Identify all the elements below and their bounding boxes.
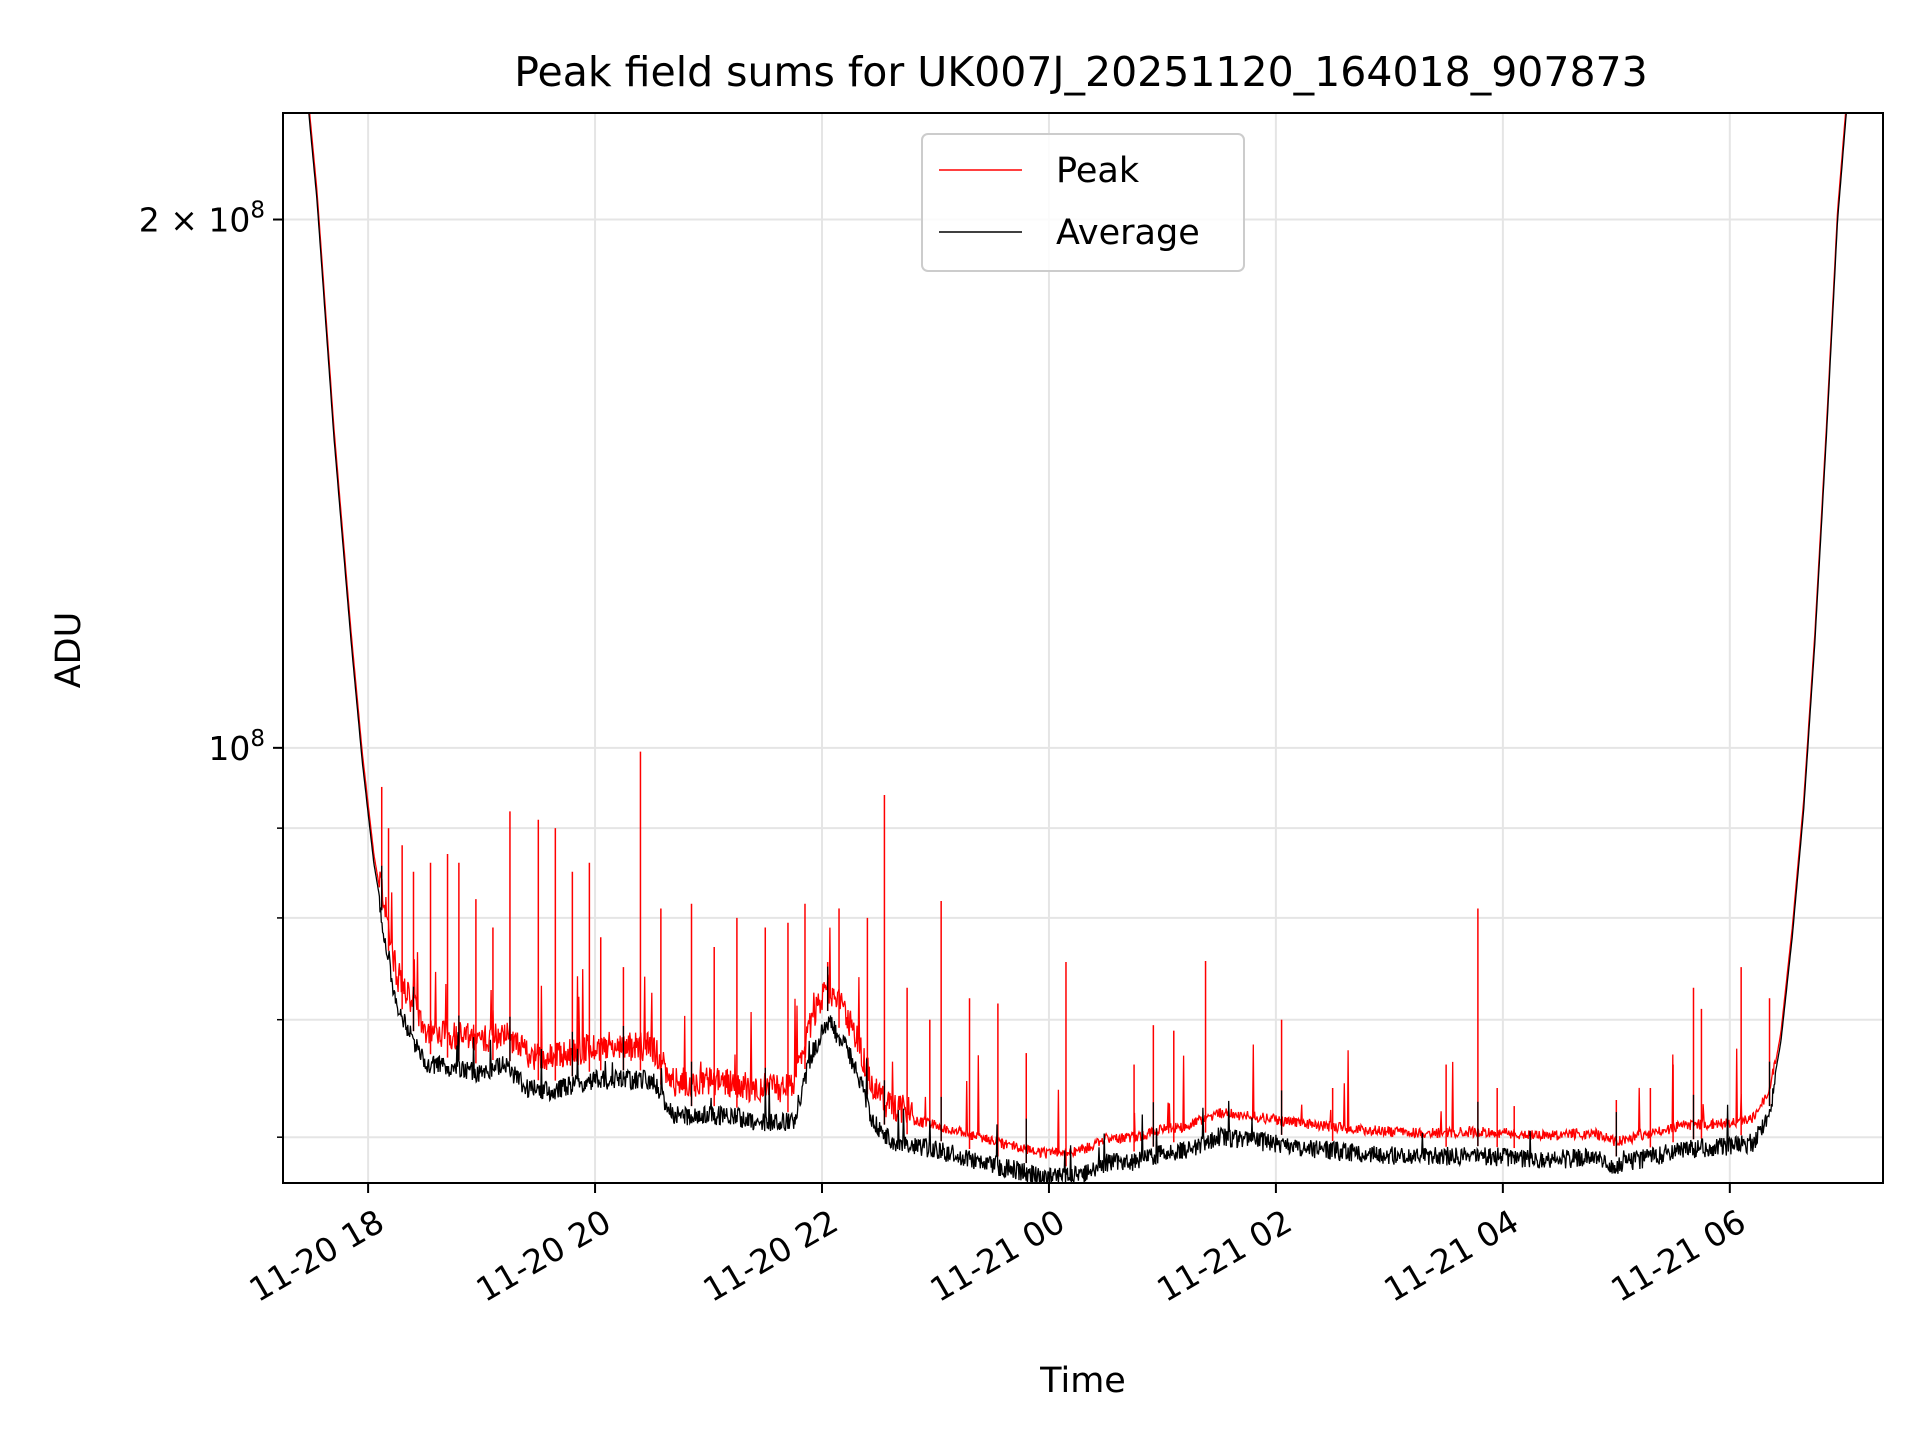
- legend: Peak Average: [921, 133, 1245, 272]
- x-axis-label: Time: [1039, 1361, 1126, 1401]
- y-axis: 108 2 × 108: [139, 198, 283, 1138]
- series-average-line: [308, 113, 1847, 1183]
- y-tick-label: 2 × 108: [139, 198, 265, 240]
- plot-frame: [282, 112, 1884, 1184]
- y-tick-label: 108: [208, 726, 265, 768]
- chart-title: Peak field sums for UK007J_20251120_1640…: [514, 48, 1647, 96]
- legend-peak-label: Peak: [1056, 151, 1140, 191]
- y-axis-label: ADU: [49, 612, 89, 689]
- series-peak-line: [309, 113, 1847, 1159]
- legend-box: [921, 133, 1245, 272]
- series-layer: [308, 113, 1847, 1183]
- legend-average-label: Average: [1056, 213, 1200, 253]
